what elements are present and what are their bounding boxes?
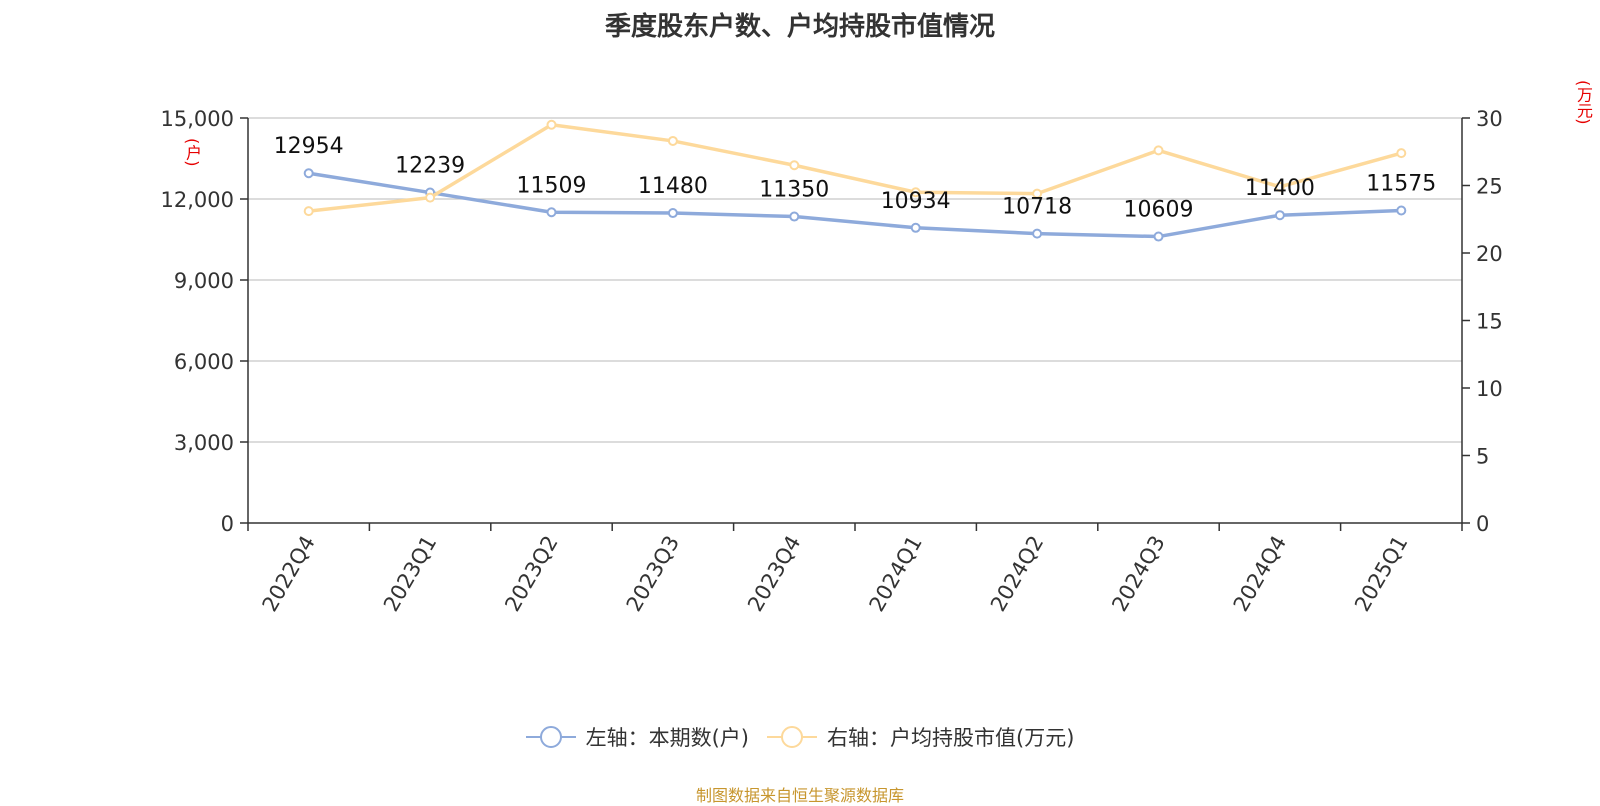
data-label: 12239 [395,154,465,179]
data-point-left [1396,205,1407,216]
legend-item-right-series[interactable]: 右轴：户均持股市值(万元) [767,722,1074,752]
data-point-left [1153,231,1164,242]
data-point-right [910,187,921,198]
data-point-left [303,168,314,179]
data-label: 11575 [1366,171,1436,196]
data-label: 10934 [881,189,951,214]
data-point-right [425,192,436,203]
x-tick-label: 2024Q3 [1107,532,1169,616]
data-point-left [1274,210,1285,221]
data-point-right [1032,188,1043,199]
left-tick-label: 12,000 [161,188,234,212]
data-label: 11480 [638,174,708,199]
x-tick-label: 2023Q3 [622,532,684,616]
data-point-right [303,206,314,217]
series-line-right [308,123,1402,213]
data-label: 11400 [1245,176,1315,201]
data-label: 11350 [759,178,829,203]
data-label: 10718 [1002,195,1072,220]
source-note: 制图数据来自恒生聚源数据库 [695,786,904,805]
data-label: 10609 [1124,198,1194,223]
legend-item-left-series[interactable]: 左轴：本期数(户) [525,722,749,752]
data-point-right [1153,145,1164,156]
data-point-right [546,119,557,130]
left-tick-label: 9,000 [174,269,234,293]
x-tick-label: 2023Q2 [500,532,562,616]
right-tick-label: 15 [1476,310,1503,334]
data-point-right [667,135,678,146]
legend-label-right-series: 右轴：户均持股市值(万元) [827,726,1075,750]
x-tick-label: 2024Q2 [986,532,1048,616]
legend: 左轴：本期数(户) 右轴：户均持股市值(万元) [0,722,1600,752]
grid-lines [248,117,1462,443]
x-tick-label: 2025Q1 [1350,532,1412,616]
data-point-left [1032,228,1043,239]
x-tick-label: 2024Q1 [865,532,927,616]
left-tick-label: 15,000 [161,107,234,131]
x-tick-label: 2022Q4 [258,532,320,616]
data-label: 11509 [517,173,587,198]
x-tick-label: 2024Q4 [1229,532,1291,616]
left-tick-label: 3,000 [174,431,234,455]
x-tick-label: 2023Q4 [743,532,805,616]
right-tick-label: 25 [1476,175,1503,199]
series-layer [303,119,1407,242]
left-axis-unit: (户) [183,138,202,167]
right-tick-label: 10 [1476,377,1503,401]
data-point-left [546,207,557,218]
left-tick-label: 6,000 [174,350,234,374]
right-tick-label: 20 [1476,242,1503,266]
x-axis-ticks: 2022Q4 2023Q1 2023Q2 2023Q3 2023Q4 2024Q1 2024… [247,523,1463,616]
x-tick-label: 2023Q1 [379,532,441,616]
right-tick-label: 5 [1476,445,1489,469]
data-point-left [910,222,921,233]
series-line-left [308,171,1402,239]
data-point-right [1396,148,1407,159]
data-point-right [1274,181,1285,192]
right-tick-label: 0 [1476,512,1489,536]
right-axis-ticks: 0 5 10 15 20 25 30 [1462,107,1503,536]
data-labels: 12954 12239 11509 11480 11350 10934 10718 10609… [274,134,1437,222]
data-label: 12954 [274,134,344,159]
right-tick-label: 30 [1476,107,1503,131]
chart-title: 季度股东户数、户均持股市值情况 [604,12,995,42]
left-axis-ticks: 0 3,000 6,000 9,000 12,000 15,000 [161,107,248,536]
data-point-left [789,211,800,222]
right-axis-unit: (万元) [1574,80,1593,125]
legend-swatch-blue-icon [525,726,576,748]
legend-label-left-series: 左轴：本期数(户) [585,726,749,750]
left-tick-label: 0 [221,512,234,536]
legend-swatch-yellow-icon [767,726,817,748]
data-point-left [667,208,678,219]
data-point-right [789,160,800,171]
